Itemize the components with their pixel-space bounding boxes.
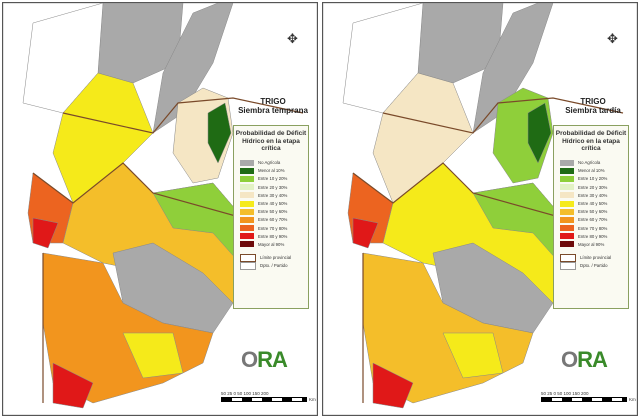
legend-label: Entre 60 y 70% <box>258 217 288 223</box>
legend-boundary: Límite provincial <box>240 253 308 262</box>
legend-label: Mayor al 90% <box>258 241 285 247</box>
legend-swatch <box>560 208 574 215</box>
legend-item: Entre 50 y 60% <box>240 208 308 216</box>
legend-swatch <box>240 241 254 248</box>
legend-title: Probabilidad de Déficit Hídrico en la et… <box>555 130 627 152</box>
legend-swatch <box>240 216 254 223</box>
map-subtitle: Siembra temprana <box>238 106 308 115</box>
legend-boundary: Límite provincial <box>560 253 628 262</box>
map-panel: ✥ TRIGO Siembra tardía Probabilidad de D… <box>322 2 638 416</box>
legend-swatch <box>240 225 254 232</box>
legend-swatch <box>560 241 574 248</box>
legend: Probabilidad de Déficit Hídrico en la et… <box>233 125 309 309</box>
legend-swatch <box>240 253 256 262</box>
legend-swatch <box>240 261 256 270</box>
map-title: TRIGO Siembra tardía <box>555 97 631 115</box>
legend-item: Entre 10 y 20% <box>560 175 628 183</box>
legend-item: Entre 30 y 40% <box>240 191 308 199</box>
legend-label: No Agrícola <box>578 160 601 166</box>
legend-swatch <box>560 159 574 166</box>
ora-logo: ORA <box>561 347 608 372</box>
legend-label: Entre 60 y 70% <box>578 217 608 223</box>
legend-item: No Agrícola <box>560 159 628 167</box>
legend-swatch <box>240 200 254 207</box>
ora-logo: ORA <box>241 347 288 372</box>
legend-item: Menor al 10% <box>240 167 308 175</box>
legend-item: Entre 60 y 70% <box>560 216 628 224</box>
legend-swatch <box>560 216 574 223</box>
legend-item: Entre 60 y 70% <box>240 216 308 224</box>
legend-item: Entre 30 y 40% <box>560 191 628 199</box>
province-map <box>3 3 317 415</box>
legend-item: Entre 20 y 30% <box>240 183 308 191</box>
legend-swatch <box>560 184 574 191</box>
legend-item: Entre 70 y 80% <box>240 224 308 232</box>
legend-item: Entre 40 y 50% <box>240 199 308 207</box>
legend-item: Mayor al 90% <box>240 240 308 248</box>
north-arrow-icon: ✥ <box>287 31 298 46</box>
legend-label: Entre 10 y 20% <box>578 176 608 182</box>
legend-swatch <box>560 200 574 207</box>
legend-label: Entre 30 y 40% <box>578 192 608 198</box>
legend-swatch <box>560 261 576 270</box>
north-arrow-icon: ✥ <box>607 31 618 46</box>
legend-label: Menor al 10% <box>578 168 605 174</box>
legend-label: Entre 40 y 50% <box>578 201 608 207</box>
legend-label: Dpto. / Partido <box>260 263 288 269</box>
legend-label: Entre 40 y 50% <box>258 201 288 207</box>
legend-label: Entre 70 y 80% <box>578 225 608 231</box>
legend-boundary: Dpto. / Partido <box>240 261 308 270</box>
legend-swatch <box>560 175 574 182</box>
legend-label: Mayor al 90% <box>578 241 605 247</box>
legend-swatch <box>560 225 574 232</box>
legend-boundary: Dpto. / Partido <box>560 261 628 270</box>
legend-label: Entre 20 y 30% <box>578 184 608 190</box>
legend-swatch <box>560 167 574 174</box>
scale-bar: 50 25 0 50 100 150 200 Km <box>541 391 636 402</box>
legend-item: Entre 20 y 30% <box>560 183 628 191</box>
legend-item: Entre 40 y 50% <box>560 199 628 207</box>
legend-item: Entre 50 y 60% <box>560 208 628 216</box>
legend-swatch <box>240 233 254 240</box>
legend-label: Entre 70 y 80% <box>258 225 288 231</box>
legend-item: Entre 10 y 20% <box>240 175 308 183</box>
legend-swatch <box>240 208 254 215</box>
legend-label: Entre 50 y 60% <box>578 209 608 215</box>
map-title-crop: TRIGO <box>580 97 606 106</box>
legend-swatch <box>240 175 254 182</box>
scale-bar: 50 25 0 50 100 150 200 Km <box>221 391 316 402</box>
legend-swatch <box>240 167 254 174</box>
legend-label: No Agrícola <box>258 160 281 166</box>
legend-label: Entre 80 y 90% <box>258 233 288 239</box>
legend-swatch <box>560 192 574 199</box>
legend-label: Límite provincial <box>580 255 612 261</box>
legend-label: Entre 30 y 40% <box>258 192 288 198</box>
legend-label: Entre 50 y 60% <box>258 209 288 215</box>
legend-title: Probabilidad de Déficit Hídrico en la et… <box>235 130 307 152</box>
legend-swatch <box>240 159 254 166</box>
legend-item: Entre 80 y 90% <box>560 232 628 240</box>
legend-label: Límite provincial <box>260 255 292 261</box>
legend-item: No Agrícola <box>240 159 308 167</box>
legend-label: Entre 20 y 30% <box>258 184 288 190</box>
map-title: TRIGO Siembra temprana <box>235 97 311 115</box>
legend-item: Menor al 10% <box>560 167 628 175</box>
legend-label: Entre 80 y 90% <box>578 233 608 239</box>
legend-item: Entre 80 y 90% <box>240 232 308 240</box>
legend-swatch <box>560 253 576 262</box>
legend-label: Menor al 10% <box>258 168 285 174</box>
province-map <box>323 3 637 415</box>
map-panel: ✥ TRIGO Siembra temprana Probabilidad de… <box>2 2 318 416</box>
legend-label: Entre 10 y 20% <box>258 176 288 182</box>
map-title-crop: TRIGO <box>260 97 286 106</box>
legend-swatch <box>240 184 254 191</box>
legend-swatch <box>240 192 254 199</box>
legend-label: Dpto. / Partido <box>580 263 608 269</box>
legend: Probabilidad de Déficit Hídrico en la et… <box>553 125 629 309</box>
legend-swatch <box>560 233 574 240</box>
legend-item: Entre 70 y 80% <box>560 224 628 232</box>
legend-item: Mayor al 90% <box>560 240 628 248</box>
map-subtitle: Siembra tardía <box>565 106 621 115</box>
